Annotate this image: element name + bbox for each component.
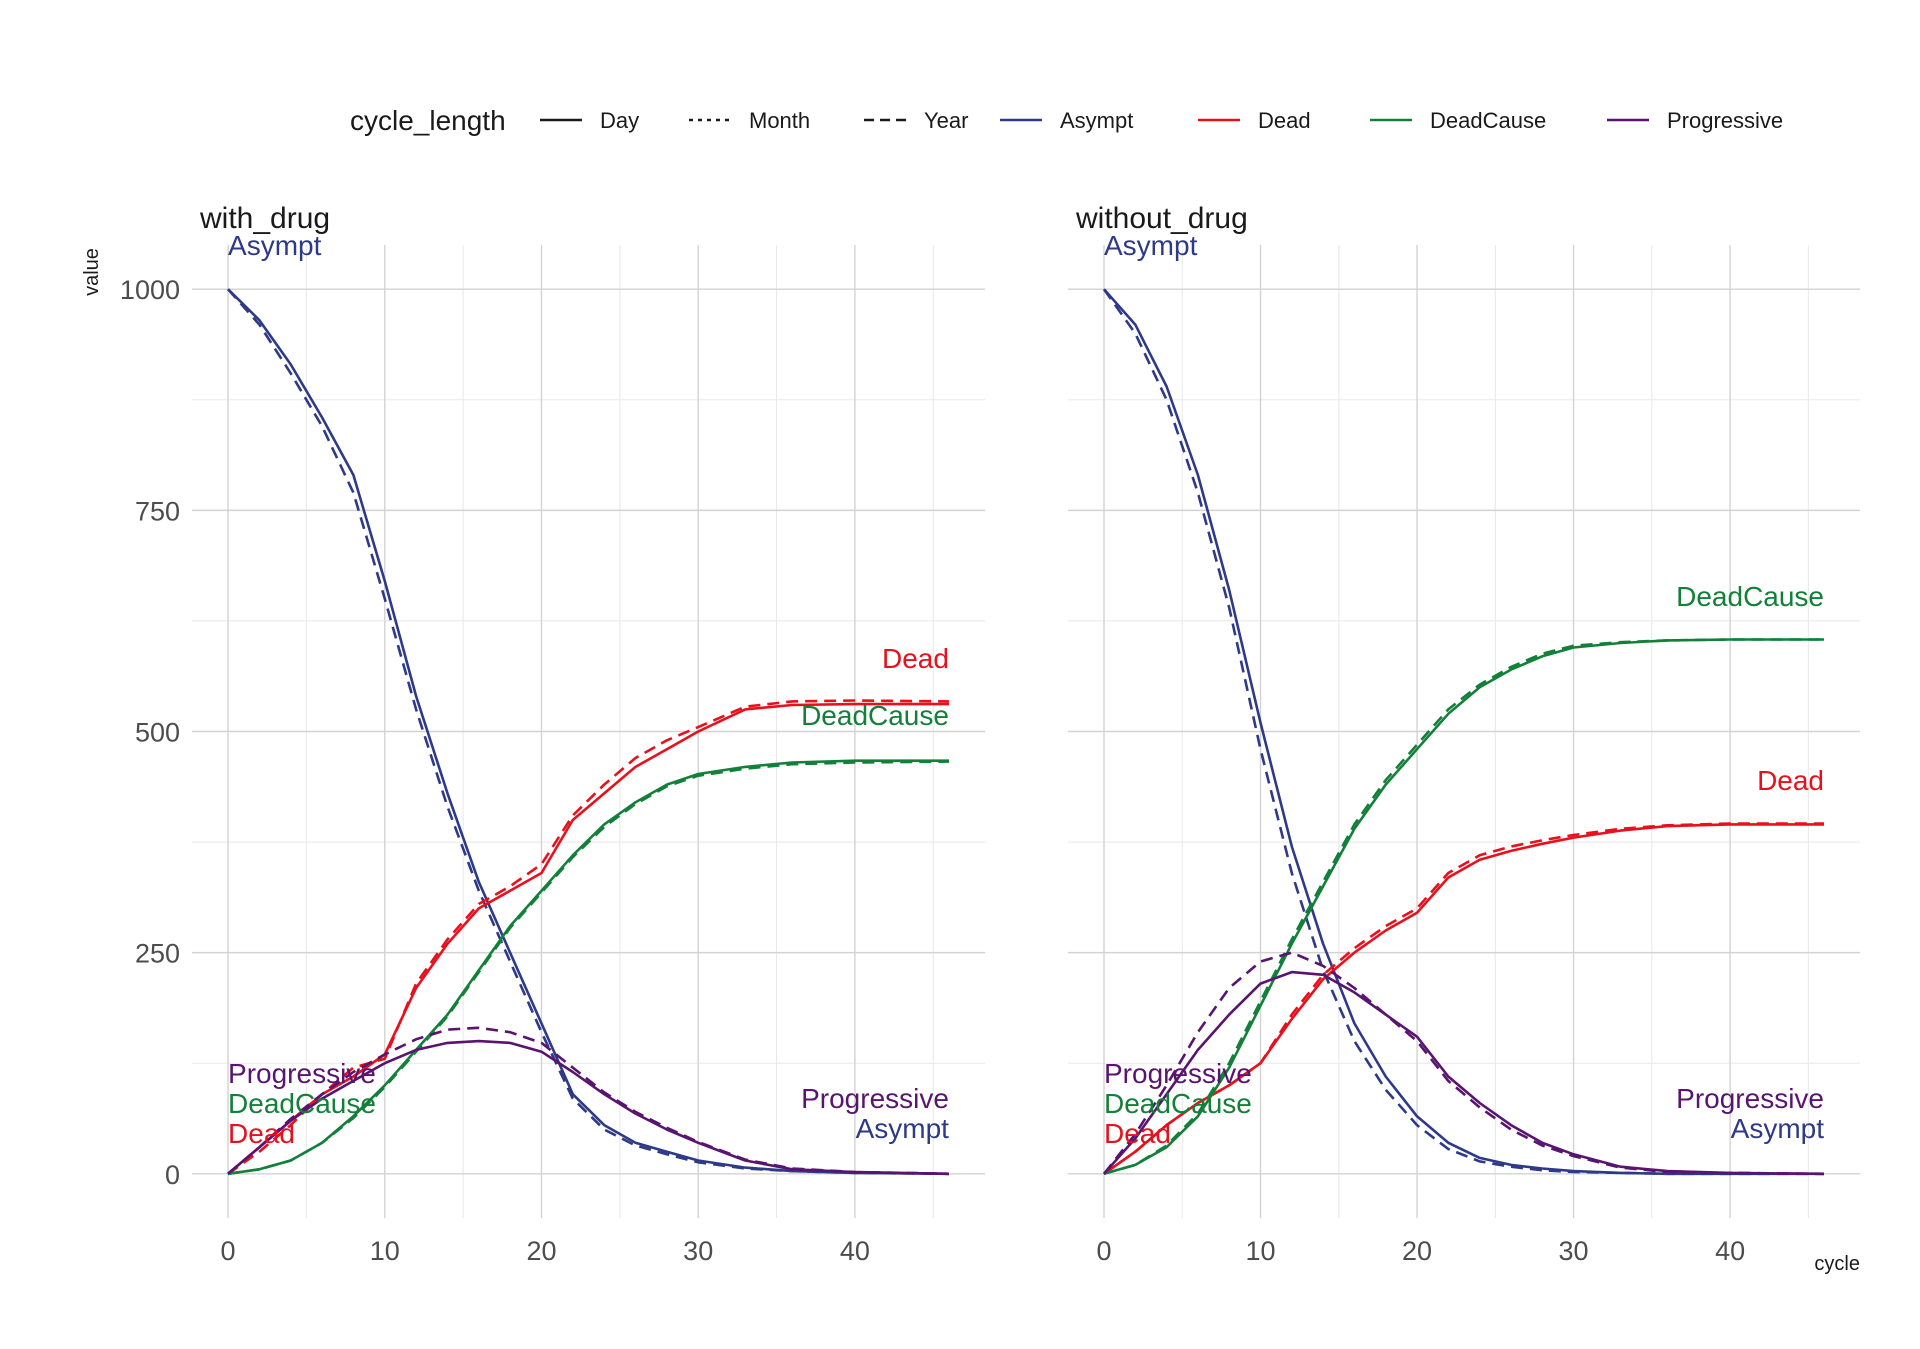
x-tick-label: 30: [683, 1236, 713, 1266]
start-label-dead: Dead: [1104, 1118, 1171, 1149]
legend-label-month: Month: [749, 108, 810, 133]
series-line-dead-year: [1103, 822, 1824, 1175]
start-label-asympt: Asympt: [1104, 230, 1198, 261]
y-tick-label: 500: [135, 718, 180, 748]
panel-with-drug: 0 10 20 30 4002505007501000with_drugAsymptPr…: [120, 202, 985, 1266]
x-tick-label: 0: [1096, 1236, 1111, 1266]
series-line-deadcause-year: [227, 760, 950, 1176]
x-tick-label: 40: [840, 1236, 870, 1266]
x-tick-label: 10: [1245, 1236, 1275, 1266]
end-label-dead: Dead: [1757, 765, 1824, 796]
series-line-deadcause-year: [1103, 638, 1824, 1176]
legend-label-deadcause: DeadCause: [1430, 108, 1546, 133]
series-line-progressive-year: [1102, 951, 1825, 1176]
end-label-deadcause: DeadCause: [1676, 581, 1824, 612]
series-line-progressive-year: [227, 1026, 950, 1176]
panel-title: without_drug: [1075, 202, 1248, 235]
start-label-dead: Dead: [228, 1118, 295, 1149]
start-label-deadcause: DeadCause: [1104, 1088, 1252, 1119]
legend-label-dead: Dead: [1258, 108, 1311, 133]
legend-label-day: Day: [600, 108, 639, 133]
series-line-deadcause-day: [227, 759, 949, 1176]
y-tick-label: 250: [135, 939, 180, 969]
start-label-progressive: Progressive: [228, 1058, 376, 1089]
y-tick-label: 750: [135, 496, 180, 526]
series-line-asympt-year: [227, 288, 950, 1176]
end-label-progressive: Progressive: [801, 1083, 949, 1114]
y-tick-label: 0: [165, 1160, 180, 1190]
start-label-progressive: Progressive: [1104, 1058, 1252, 1089]
x-tick-label: 10: [370, 1236, 400, 1266]
y-axis-title: value: [81, 248, 103, 296]
x-tick-label: 0: [221, 1236, 236, 1266]
end-label-dead: Dead: [882, 643, 949, 674]
y-tick-label: 1000: [120, 275, 180, 305]
x-axis-title: cycle: [1814, 1253, 1860, 1275]
legend-label-year: Year: [924, 108, 968, 133]
legend-title: cycle_length: [350, 105, 506, 136]
legend: cycle_length Day Month Year Asympt Dead DeadCa…: [350, 105, 1783, 136]
panel-without-drug: 0 10 20 30 40without_drugAsymptProgressiveDe…: [1068, 202, 1860, 1266]
start-label-deadcause: DeadCause: [228, 1088, 376, 1119]
panel-title: with_drug: [199, 202, 330, 235]
series-line-deadcause-day: [1103, 638, 1824, 1176]
x-tick-label: 30: [1559, 1236, 1589, 1266]
x-tick-label: 20: [1402, 1236, 1432, 1266]
end-label-asympt: Asympt: [1731, 1113, 1825, 1144]
series-line-asympt-year: [1102, 288, 1824, 1176]
legend-label-asympt: Asympt: [1060, 108, 1133, 133]
end-label-asympt: Asympt: [856, 1113, 950, 1144]
x-tick-label: 40: [1715, 1236, 1745, 1266]
series-line-dead-year: [227, 699, 950, 1175]
end-label-deadcause: DeadCause: [801, 700, 949, 731]
start-label-asympt: Asympt: [228, 230, 322, 261]
x-tick-label: 20: [526, 1236, 556, 1266]
series-line-dead-day: [227, 702, 949, 1175]
end-label-progressive: Progressive: [1676, 1083, 1824, 1114]
series-line-dead-day: [1103, 823, 1824, 1175]
legend-label-progressive: Progressive: [1667, 108, 1783, 133]
